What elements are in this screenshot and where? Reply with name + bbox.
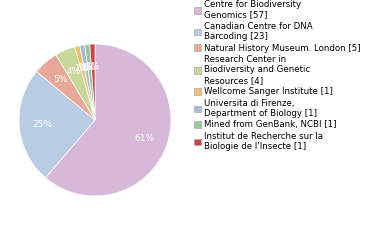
Wedge shape xyxy=(19,72,95,178)
Wedge shape xyxy=(36,55,95,120)
Text: 61%: 61% xyxy=(135,134,155,143)
Wedge shape xyxy=(90,44,95,120)
Wedge shape xyxy=(85,44,95,120)
Wedge shape xyxy=(80,45,95,120)
Wedge shape xyxy=(46,44,171,196)
Text: 4%: 4% xyxy=(67,67,81,76)
Wedge shape xyxy=(56,47,95,120)
Legend: Centre for Biodiversity
Genomics [57], Canadian Centre for DNA
Barcoding [23], N: Centre for Biodiversity Genomics [57], C… xyxy=(194,0,361,151)
Text: 25%: 25% xyxy=(32,120,52,129)
Text: 5%: 5% xyxy=(53,75,68,84)
Text: 1%: 1% xyxy=(86,62,100,71)
Text: 1%: 1% xyxy=(79,63,93,72)
Text: 1%: 1% xyxy=(82,63,97,72)
Text: 1%: 1% xyxy=(75,64,90,73)
Wedge shape xyxy=(75,46,95,120)
